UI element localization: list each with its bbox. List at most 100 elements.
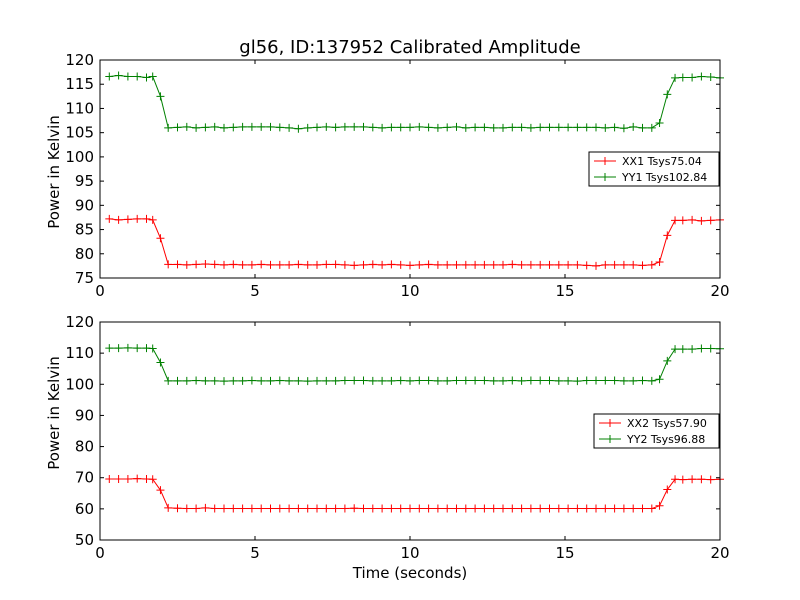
data-point — [610, 123, 619, 132]
data-point — [257, 376, 266, 385]
y-tick-label: 80 — [75, 245, 94, 263]
data-point — [105, 344, 114, 353]
data-point — [536, 504, 545, 513]
data-point — [671, 475, 680, 484]
data-point — [182, 504, 191, 513]
data-point — [340, 260, 349, 269]
data-point — [671, 73, 680, 82]
data-point — [294, 504, 303, 513]
data-point — [619, 124, 628, 133]
data-point — [247, 260, 256, 269]
x-tick-label: 0 — [95, 544, 105, 562]
y-tick-label: 50 — [75, 531, 94, 549]
data-point — [387, 260, 396, 269]
data-point — [331, 260, 340, 269]
data-point — [303, 504, 312, 513]
data-point — [238, 376, 247, 385]
y-tick-label: 110 — [65, 344, 94, 362]
data-point — [285, 260, 294, 269]
data-point — [164, 376, 173, 385]
data-point — [545, 504, 554, 513]
data-point — [406, 376, 414, 385]
data-point — [192, 376, 201, 385]
data-point — [123, 474, 132, 483]
data-point — [619, 504, 628, 513]
data-point — [313, 123, 321, 132]
legend-swatch-marker — [601, 157, 609, 165]
data-point — [554, 376, 563, 385]
data-point — [350, 376, 359, 385]
data-point — [340, 122, 349, 131]
data-point — [499, 504, 507, 513]
data-point — [350, 122, 359, 131]
legend: XX2 Tsys57.90 YY2 Tsys96.88 — [593, 413, 720, 449]
data-point — [266, 504, 275, 513]
legend-box — [593, 413, 720, 449]
legend-swatch-marker — [606, 435, 614, 443]
data-point — [201, 503, 210, 512]
data-point — [229, 123, 238, 132]
data-point — [564, 504, 573, 513]
legend-box — [588, 151, 720, 187]
data-point — [582, 376, 591, 385]
data-point — [123, 343, 132, 352]
data-point — [123, 72, 132, 81]
data-point — [156, 234, 165, 243]
data-point — [629, 122, 638, 131]
x-tick-label: 20 — [710, 544, 729, 562]
data-point — [564, 376, 573, 385]
data-point — [433, 504, 442, 513]
data-point — [655, 501, 664, 510]
data-point — [554, 504, 563, 513]
data-point — [517, 504, 526, 513]
x-tick-label: 15 — [555, 282, 574, 300]
data-point — [536, 376, 545, 385]
data-point — [350, 261, 359, 270]
data-point — [396, 260, 405, 269]
legend-label: XX1 Tsys75.04 — [622, 155, 702, 168]
data-point — [331, 504, 340, 513]
data-point — [396, 376, 405, 385]
data-point — [424, 504, 433, 513]
data-point — [378, 376, 387, 385]
data-point — [443, 260, 452, 269]
x-tick-label: 0 — [95, 282, 105, 300]
data-point — [238, 504, 247, 513]
data-point — [415, 122, 424, 131]
legend: XX1 Tsys75.04 YY1 Tsys102.84 — [588, 151, 720, 187]
data-point — [573, 260, 582, 269]
data-point — [114, 71, 123, 80]
data-point — [275, 504, 284, 513]
data-point — [182, 260, 191, 269]
data-point — [275, 123, 284, 132]
data-point — [105, 72, 114, 81]
data-point — [156, 486, 165, 495]
data-point — [638, 261, 647, 270]
data-point — [526, 123, 535, 132]
data-point — [517, 260, 526, 269]
data-point — [229, 260, 238, 269]
data-point — [192, 123, 201, 132]
legend-swatch-marker — [601, 173, 609, 181]
data-point — [688, 345, 697, 354]
data-point — [220, 504, 228, 513]
panel-1: 0 5 10 15 20 75 80 85 90 95 100 105 110 115 120 XX1 Tsy… — [65, 51, 729, 300]
top-ylabel: Power in Kelvin — [45, 115, 63, 229]
data-point — [706, 344, 715, 353]
y-tick-label: 100 — [65, 375, 94, 393]
data-point — [294, 260, 303, 269]
data-point — [619, 376, 628, 385]
data-point — [133, 344, 142, 353]
data-point — [322, 122, 331, 131]
data-point — [647, 260, 656, 269]
data-point — [247, 504, 256, 513]
data-point — [489, 376, 498, 385]
data-point — [601, 260, 610, 269]
data-point — [156, 358, 165, 367]
data-point — [257, 122, 266, 131]
data-point — [220, 123, 228, 132]
data-point — [294, 124, 303, 133]
